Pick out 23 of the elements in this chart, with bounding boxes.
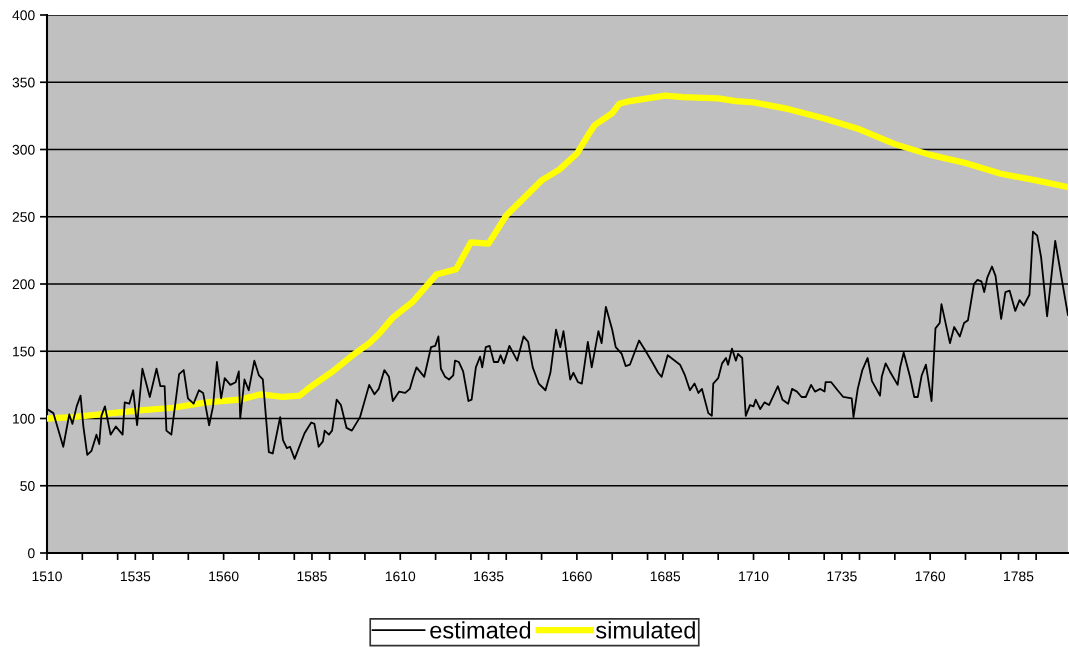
- x-tick-label: 1610: [385, 571, 416, 582]
- y-tick-label: 100: [13, 413, 35, 424]
- x-tick-label: 1510: [32, 571, 62, 582]
- y-tick-label: 150: [13, 346, 35, 357]
- x-tick-label: 1585: [297, 571, 327, 582]
- y-tick-label: 400: [12, 10, 35, 21]
- x-tick-label: 1635: [474, 571, 504, 582]
- y-tick-label: 300: [12, 144, 35, 155]
- legend-label: estimated: [430, 621, 531, 639]
- y-tick-label: 50: [20, 481, 35, 491]
- x-tick-label: 1785: [1004, 571, 1034, 582]
- y-tick-label: 0: [28, 548, 35, 559]
- x-tick-label: 1735: [827, 571, 857, 582]
- legend-label: simulated: [596, 621, 695, 639]
- x-tick-label: 1535: [120, 571, 151, 582]
- x-tick-label: 1710: [739, 571, 769, 582]
- x-tick-label: 1660: [562, 571, 592, 582]
- y-tick-label: 350: [12, 77, 35, 88]
- y-tick-label: 200: [12, 279, 35, 290]
- x-tick-label: 1685: [650, 571, 681, 582]
- y-tick-label: 250: [12, 212, 35, 222]
- x-tick-label: 1560: [209, 571, 239, 582]
- x-tick-label: 1760: [915, 571, 946, 582]
